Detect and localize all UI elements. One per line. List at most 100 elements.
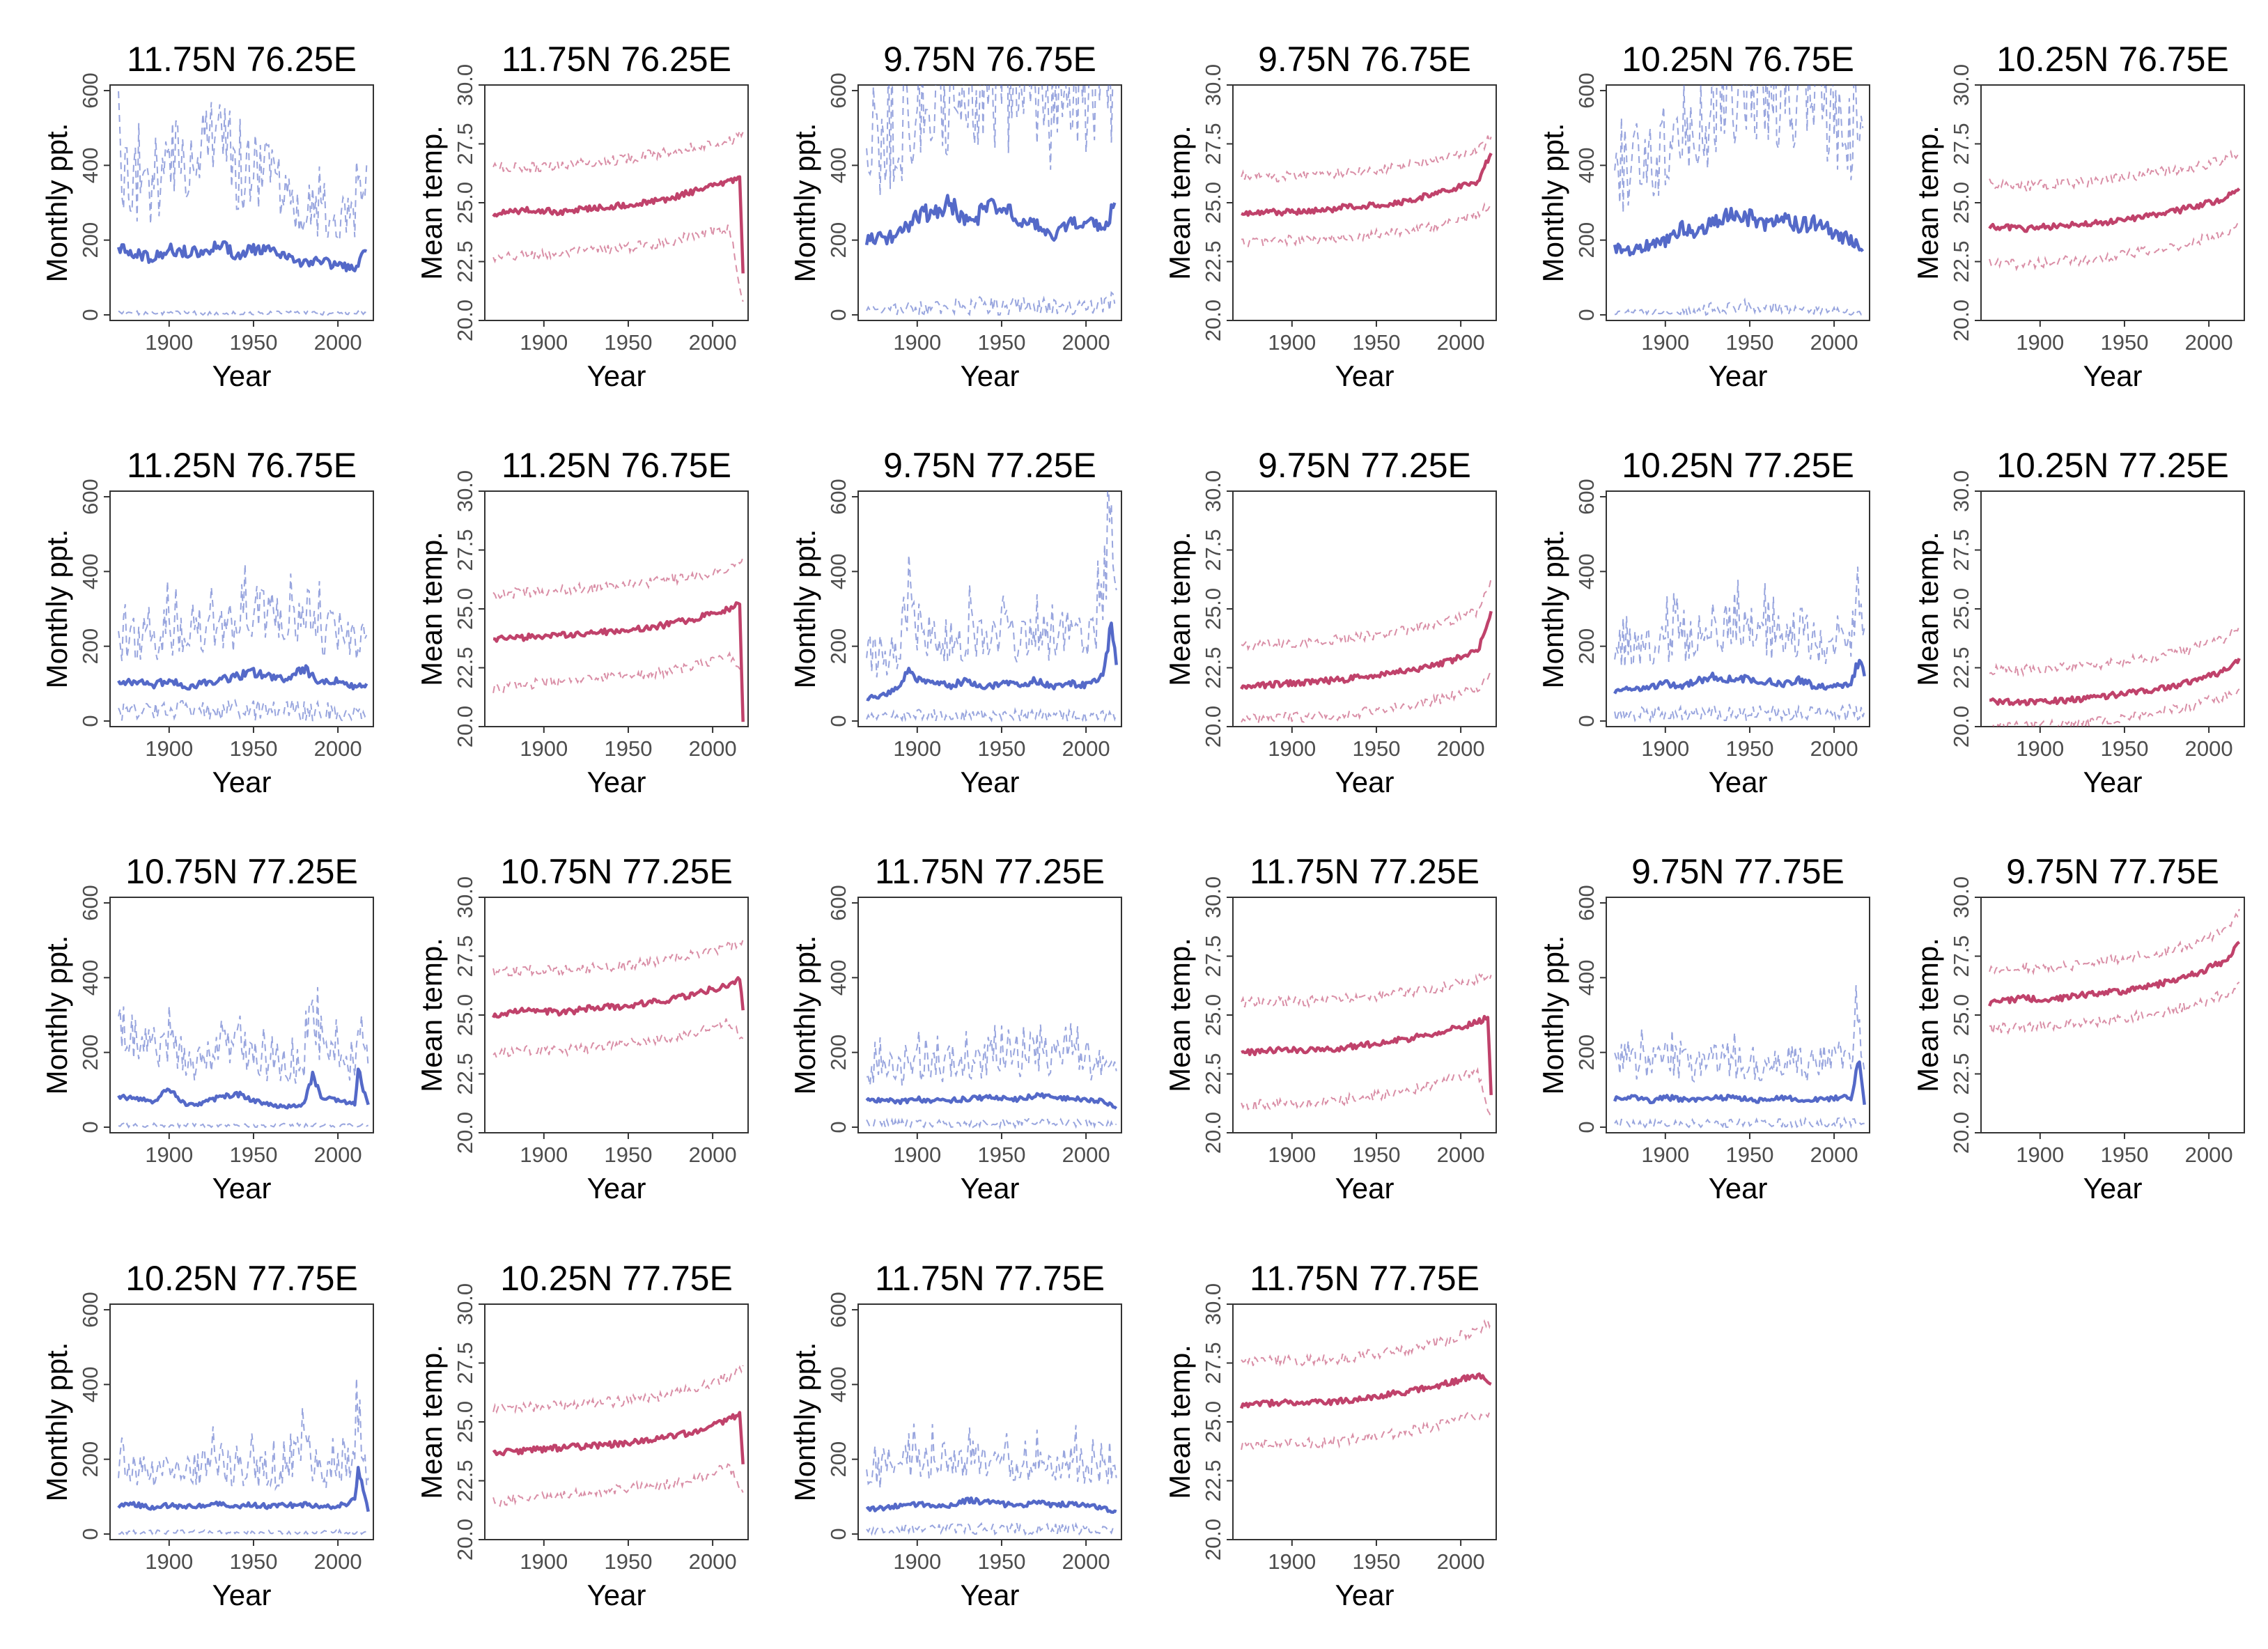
y-tick-label: 200 [1574, 628, 1599, 665]
y-tick-label: 25.0 [453, 182, 477, 224]
series-upper [118, 1378, 369, 1492]
x-axis-label: Year [1709, 359, 1768, 392]
y-tick-label: 30.0 [453, 64, 477, 106]
y-tick-label: 27.5 [1201, 935, 1225, 977]
panel-title: 10.75N 77.25E [125, 852, 358, 891]
series-group [1613, 985, 1866, 1130]
x-tick-label: 1900 [1268, 1549, 1316, 1574]
y-tick-label: 20.0 [1949, 1112, 1973, 1154]
series-group [865, 1423, 1117, 1537]
y-tick-label: 27.5 [1201, 1342, 1225, 1384]
x-tick-label: 1950 [1725, 736, 1773, 761]
y-tick-label: 30.0 [1201, 1283, 1225, 1325]
y-axis-label: Monthly ppt. [789, 936, 821, 1095]
x-axis-label: Year [587, 1579, 646, 1611]
x-tick-label: 1950 [229, 736, 277, 761]
series-group [117, 986, 370, 1129]
x-tick-label: 1950 [229, 1549, 277, 1574]
x-tick-label: 1950 [604, 330, 652, 355]
series-upper [118, 564, 368, 661]
y-tick-label: 22.5 [1949, 240, 1973, 282]
series-lower [1241, 1411, 1491, 1452]
y-tick-label: 400 [826, 147, 850, 183]
panel-19: 10.25N 77.75E 1900 1950 2000 Year 0 200 400 600M… [40, 1259, 374, 1611]
panel-title: 11.75N 76.25E [502, 40, 731, 79]
series-median [866, 621, 1118, 702]
x-tick-label: 1900 [145, 330, 193, 355]
y-tick-label: 400 [78, 553, 102, 589]
series-lower [492, 1018, 744, 1060]
y-tick-label: 22.5 [453, 1053, 477, 1094]
series-lower [1241, 202, 1492, 248]
series-median [117, 1067, 370, 1110]
x-tick-label: 2000 [1062, 1143, 1110, 1167]
y-tick-label: 600 [78, 72, 102, 109]
series-lower [866, 706, 1117, 723]
y-tick-label: 27.5 [453, 123, 477, 164]
y-tick-label: 27.5 [1949, 935, 1973, 977]
series-group [1988, 908, 2241, 1035]
x-axis-label: Year [961, 766, 1020, 798]
panel-13: 10.75N 77.25E 1900 1950 2000 Year 0 200 400 600M… [40, 852, 374, 1205]
series-median [865, 1092, 1118, 1110]
x-tick-label: 1950 [229, 1143, 277, 1167]
x-tick-label: 1950 [1352, 1143, 1400, 1167]
y-tick-label: 400 [78, 959, 102, 996]
y-axis-label: Monthly ppt. [1537, 936, 1569, 1095]
y-tick-label: 0 [826, 1121, 850, 1133]
y-tick-label: 27.5 [1949, 123, 1973, 164]
y-tick-label: 27.5 [1201, 529, 1225, 571]
series-upper [1989, 908, 2240, 976]
series-group [865, 1023, 1118, 1130]
panel-8: 11.25N 76.75E 1900 1950 2000 Year 20.0 22.5 25.… [415, 446, 749, 798]
series-median [1989, 658, 2241, 706]
series-upper [492, 557, 744, 601]
series-group [1239, 1318, 1492, 1452]
y-tick-label: 20.0 [1201, 1112, 1225, 1154]
x-tick-label: 2000 [689, 1549, 737, 1574]
panel-7: 11.25N 76.75E 1900 1950 2000 Year 0 200 400 600M… [40, 446, 374, 798]
series-lower [118, 699, 368, 722]
y-axis-label: Monthly ppt. [40, 936, 73, 1095]
x-axis-label: Year [212, 1172, 272, 1205]
series-lower [118, 1528, 368, 1536]
y-tick-label: 22.5 [1201, 240, 1225, 282]
plot-frame [857, 897, 1122, 1133]
panel-title: 11.75N 76.25E [127, 40, 357, 79]
y-tick-label: 200 [1574, 222, 1599, 258]
y-tick-label: 600 [1574, 72, 1599, 109]
panel-title: 10.25N 77.75E [125, 1259, 358, 1298]
y-tick-label: 0 [78, 309, 102, 320]
x-axis-label: Year [2083, 766, 2143, 798]
series-upper [1241, 578, 1492, 651]
x-axis-label: Year [1335, 766, 1395, 798]
panel-2: 11.75N 76.25E 1900 1950 2000 Year 20.0 22.5 25.… [415, 40, 749, 392]
x-axis-label: Year [1335, 359, 1395, 392]
plot-frame [1232, 490, 1497, 727]
panel-20: 10.25N 77.75E 1900 1950 2000 Year 20.0 22.5 25.… [415, 1259, 749, 1611]
y-tick-label: 400 [1574, 959, 1599, 996]
series-upper [1241, 135, 1492, 183]
y-tick-label: 400 [78, 1366, 102, 1402]
x-axis-label: Year [212, 1579, 272, 1611]
y-axis-label: Mean temp. [1163, 1345, 1196, 1499]
y-tick-label: 0 [1574, 715, 1599, 727]
y-tick-label: 25.0 [1201, 588, 1225, 630]
series-median [865, 1496, 1117, 1515]
y-axis-label: Mean temp. [1163, 532, 1196, 686]
y-tick-label: 30.0 [1949, 64, 1973, 106]
x-tick-label: 1900 [893, 736, 941, 761]
x-tick-label: 1900 [1268, 330, 1316, 355]
y-tick-label: 30.0 [1201, 876, 1225, 918]
y-tick-label: 600 [78, 1292, 102, 1328]
panel-title: 9.75N 76.75E [883, 40, 1096, 79]
x-tick-label: 2000 [1810, 736, 1858, 761]
x-tick-label: 1950 [604, 1143, 652, 1167]
y-tick-label: 30.0 [1949, 470, 1973, 512]
x-tick-label: 1950 [1725, 330, 1773, 355]
y-axis-label: Mean temp. [1911, 532, 1944, 686]
y-tick-label: 25.0 [1949, 588, 1973, 630]
x-tick-label: 1900 [145, 1143, 193, 1167]
x-axis-label: Year [961, 359, 1020, 392]
y-tick-label: 30.0 [1201, 470, 1225, 512]
